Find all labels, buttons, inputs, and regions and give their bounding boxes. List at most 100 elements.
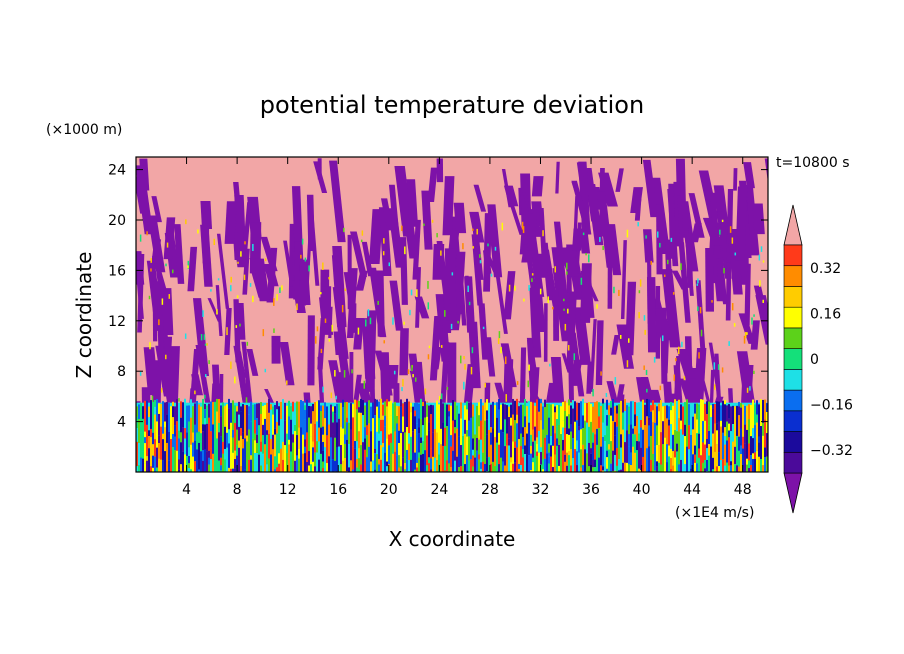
lower-field-cell bbox=[312, 467, 314, 472]
lower-field-cell bbox=[396, 405, 398, 417]
lower-field-cell bbox=[528, 455, 530, 472]
field-streak bbox=[520, 187, 533, 214]
lower-field-cell bbox=[404, 401, 406, 433]
lower-field-cell bbox=[726, 405, 728, 422]
field-streak bbox=[667, 188, 679, 267]
lower-field-cell bbox=[512, 398, 514, 415]
field-streak bbox=[598, 172, 618, 207]
lower-field-cell bbox=[570, 431, 572, 450]
y-tick-label: 4 bbox=[117, 415, 126, 431]
lower-field-cell bbox=[438, 454, 440, 472]
colorbar-tick-label: 0.16 bbox=[810, 306, 841, 322]
lower-field-cell bbox=[542, 469, 544, 472]
field-fleck bbox=[746, 332, 748, 335]
field-fleck bbox=[440, 250, 442, 256]
colorbar-extend-low bbox=[783, 472, 803, 514]
lower-field-cell bbox=[350, 460, 352, 472]
lower-field-cell bbox=[430, 469, 432, 472]
lower-field-cell bbox=[484, 420, 486, 438]
lower-field-cell bbox=[670, 457, 672, 470]
field-fleck bbox=[566, 262, 568, 270]
lower-field-cell bbox=[656, 466, 658, 472]
field-streak bbox=[136, 165, 154, 235]
lower-field-cell bbox=[164, 402, 166, 422]
field-streak bbox=[459, 282, 467, 326]
lower-field-cell bbox=[364, 427, 366, 439]
field-streak bbox=[412, 219, 421, 280]
field-streak bbox=[294, 241, 300, 292]
lower-field-cell bbox=[358, 448, 360, 459]
lower-field-cell bbox=[520, 433, 522, 447]
lower-field-cell bbox=[572, 458, 574, 472]
lower-field-cell bbox=[692, 416, 694, 430]
lower-field-cell bbox=[386, 461, 388, 467]
lower-field-cell bbox=[300, 457, 302, 472]
lower-field-cell bbox=[700, 399, 702, 431]
lower-field-cell bbox=[664, 437, 666, 463]
lower-field-cell bbox=[256, 434, 258, 444]
lower-field-cell bbox=[592, 467, 594, 472]
field-streak bbox=[738, 313, 756, 344]
lower-field-cell bbox=[750, 455, 752, 466]
lower-field-cell bbox=[484, 437, 486, 464]
field-streak bbox=[195, 344, 211, 405]
field-streak bbox=[242, 248, 250, 295]
lower-field-cell bbox=[302, 401, 304, 435]
lower-field-cell bbox=[740, 428, 742, 446]
lower-field-cell bbox=[302, 453, 304, 472]
lower-field-cell bbox=[178, 430, 180, 439]
lower-field-cell bbox=[490, 463, 492, 472]
lower-field-cell bbox=[566, 416, 568, 435]
lower-field-cell bbox=[686, 399, 688, 429]
lower-field-cell bbox=[466, 430, 468, 437]
lower-field-cell bbox=[430, 434, 432, 449]
lower-field-cell bbox=[686, 446, 688, 472]
lower-field-cell bbox=[222, 453, 224, 459]
lower-field-cell bbox=[184, 398, 186, 429]
lower-field-cell bbox=[674, 450, 676, 458]
field-streak bbox=[552, 268, 572, 342]
lower-field-cell bbox=[332, 434, 334, 460]
lower-field-cell bbox=[192, 432, 194, 443]
field-fleck bbox=[245, 397, 248, 405]
lower-field-cell bbox=[582, 398, 584, 416]
field-fleck bbox=[713, 362, 716, 370]
field-fleck bbox=[393, 370, 396, 375]
field-fleck bbox=[696, 283, 699, 286]
lower-field-cell bbox=[232, 468, 234, 472]
lower-field-cell bbox=[610, 463, 612, 472]
lower-field-cell bbox=[414, 403, 416, 411]
field-fleck bbox=[316, 326, 319, 332]
lower-field-cell bbox=[566, 452, 568, 466]
lower-field-cell bbox=[670, 410, 672, 425]
lower-field-cell bbox=[372, 418, 374, 438]
lower-field-cell bbox=[156, 399, 158, 422]
field-streak bbox=[695, 280, 706, 351]
lower-field-cell bbox=[218, 399, 220, 424]
lower-field-cell bbox=[704, 468, 706, 472]
colorbar-band bbox=[783, 265, 803, 287]
field-streak bbox=[743, 162, 755, 189]
lower-field-cell bbox=[766, 411, 768, 434]
lower-field-cell bbox=[420, 454, 422, 472]
lower-field-cell bbox=[568, 405, 570, 415]
lower-field-cell bbox=[356, 409, 358, 442]
field-fleck bbox=[206, 343, 208, 346]
lower-field-cell bbox=[530, 401, 532, 435]
lower-field-cell bbox=[758, 456, 760, 472]
lower-field-cell bbox=[550, 404, 552, 437]
lower-field-cell bbox=[156, 421, 158, 448]
lower-field-cell bbox=[180, 401, 182, 418]
lower-field-cell bbox=[674, 457, 676, 472]
lower-field-cell bbox=[334, 460, 336, 472]
lower-field-cell bbox=[422, 453, 424, 472]
lower-field-cell bbox=[392, 453, 394, 472]
lower-field-cell bbox=[322, 405, 324, 427]
field-fleck bbox=[178, 398, 180, 402]
lower-field-cell bbox=[604, 435, 606, 442]
lower-field-cell bbox=[658, 403, 660, 412]
lower-field-cell bbox=[238, 447, 240, 472]
lower-field-cell bbox=[292, 442, 294, 472]
lower-field-cell bbox=[232, 400, 234, 430]
field-fleck bbox=[697, 278, 699, 284]
